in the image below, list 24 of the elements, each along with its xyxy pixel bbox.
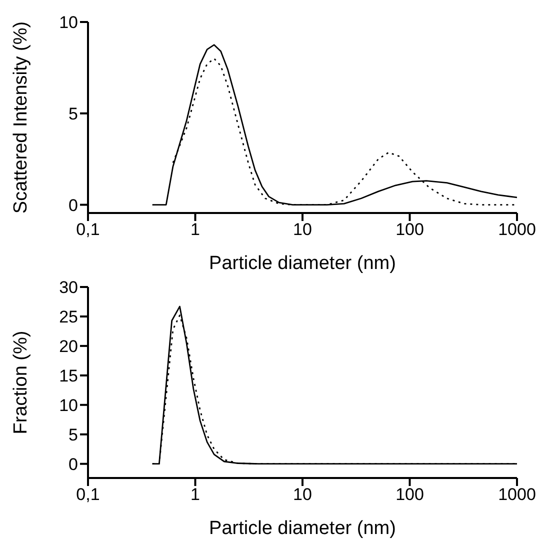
x-axis-title: Particle diameter (nm) [209, 518, 396, 539]
x-tick-label: 10 [293, 485, 312, 504]
x-tick-label: 0,1 [76, 485, 100, 504]
y-tick-label: 20 [59, 336, 78, 356]
y-tick-label: 10 [59, 396, 78, 415]
y-tick-label: 30 [59, 278, 78, 298]
x-axis-title: Particle diameter (nm) [209, 253, 396, 274]
y-tick-label: 15 [59, 366, 78, 386]
y-axis-title: Fraction (%) [10, 330, 32, 434]
y-axis-title: Scattered Intensity (%) [10, 21, 32, 214]
x-tick-label: 1000 [498, 220, 536, 240]
x-tick-label: 0,1 [76, 220, 100, 240]
x-tick-label: 1 [190, 220, 200, 240]
y-tick-label: 0 [68, 196, 78, 215]
y-tick-label: 5 [68, 104, 78, 124]
y-tick-label: 5 [68, 425, 78, 444]
x-tick-label: 1 [190, 485, 200, 504]
x-tick-label: 100 [396, 220, 424, 240]
y-tick-label: 10 [59, 13, 78, 32]
x-tick-label: 10 [293, 220, 312, 240]
y-tick-label: 0 [68, 454, 78, 474]
x-tick-label: 1000 [498, 485, 536, 504]
x-tick-label: 100 [396, 485, 424, 504]
y-tick-label: 25 [59, 308, 78, 327]
